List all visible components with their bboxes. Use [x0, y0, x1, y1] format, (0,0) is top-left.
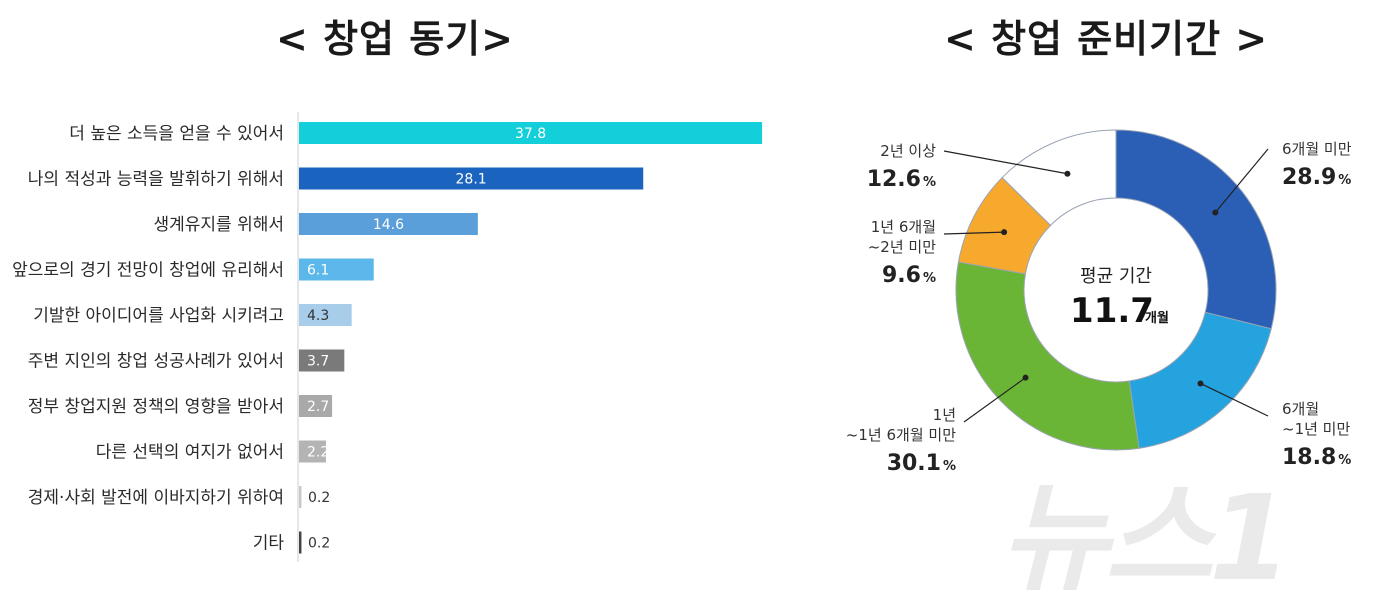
callout-label: 1년 6개월: [871, 218, 936, 236]
bar: [299, 258, 374, 281]
category-label: 나의 적성과 능력을 발휘하기 위해서: [28, 170, 284, 190]
category-label: 기발한 아이디어를 사업화 시키려고: [33, 306, 284, 326]
donut-slice: [1001, 129, 1117, 227]
callout-percent: 18.8%: [1282, 445, 1351, 470]
bar-value-label: 2.7: [307, 399, 329, 415]
bar: [299, 349, 345, 372]
category-label: 다른 선택의 여지가 없어서: [96, 443, 284, 463]
category-label: 주변 지인의 창업 성공사례가 있어서: [28, 352, 284, 372]
bar: [299, 167, 644, 190]
callout-label: 1년: [933, 406, 956, 424]
callout-label: 6개월: [1282, 400, 1319, 418]
category-label: 앞으로의 경기 전망이 창업에 유리해서: [12, 261, 284, 281]
donut-center-label: 평균 기간: [1080, 266, 1152, 287]
category-label: 더 높은 소득을 얻을 수 있어서: [69, 124, 284, 144]
callout-label: ~2년 미만: [868, 238, 936, 256]
callout-leader-line: [963, 377, 1026, 423]
bar-value-label: 37.8: [515, 126, 546, 142]
callout-label: ~1년 미만: [1282, 420, 1350, 438]
bar: [299, 531, 302, 554]
callout-percent: 30.1%: [887, 451, 956, 476]
bar: [299, 122, 763, 144]
bar-value-label: 28.1: [456, 172, 487, 188]
category-label: 생계유지를 위해서: [153, 215, 284, 235]
motive-chart-title: < 창업 동기>: [276, 17, 514, 61]
donut-center-value: 11.7: [1070, 291, 1154, 331]
bar: [299, 440, 326, 463]
donut-center-unit: 개월: [1145, 310, 1169, 326]
bar-value-label: 0.2: [308, 536, 330, 552]
callout-percent: 28.9%: [1282, 165, 1351, 190]
callout-percent: 12.6%: [867, 167, 936, 192]
bar: [299, 304, 352, 326]
donut-slice: [955, 261, 1140, 451]
bar: [299, 395, 333, 417]
bar-value-label: 3.7: [307, 354, 329, 370]
bar-value-label: 6.1: [307, 263, 329, 279]
donut-slice: [1128, 311, 1272, 449]
bar-value-label: 0.2: [308, 490, 330, 506]
category-label: 기타: [253, 534, 285, 554]
callout-label: 2년 이상: [880, 142, 936, 160]
category-label: 경제·사회 발전에 이바지하기 위하여: [28, 488, 284, 508]
callout-leader-line: [943, 150, 1068, 175]
bar-value-label: 14.6: [373, 217, 404, 233]
callout-label: ~1년 6개월 미만: [846, 426, 956, 444]
bar-value-label: 2.2: [307, 445, 329, 461]
callout-leader-line: [943, 231, 1005, 235]
bar: [299, 213, 478, 235]
bar-value-label: 4.3: [307, 308, 329, 324]
prep-period-chart-title: < 창업 준비기간 >: [944, 17, 1269, 61]
donut-slice: [1115, 129, 1277, 330]
category-label: 정부 창업지원 정책의 영향을 받아서: [28, 397, 284, 417]
callout-label: 6개월 미만: [1282, 140, 1352, 158]
bar: [299, 486, 302, 508]
callout-leader-line: [1214, 148, 1269, 213]
callout-leader-line: [1200, 382, 1269, 417]
callout-percent: 9.6%: [882, 263, 936, 288]
